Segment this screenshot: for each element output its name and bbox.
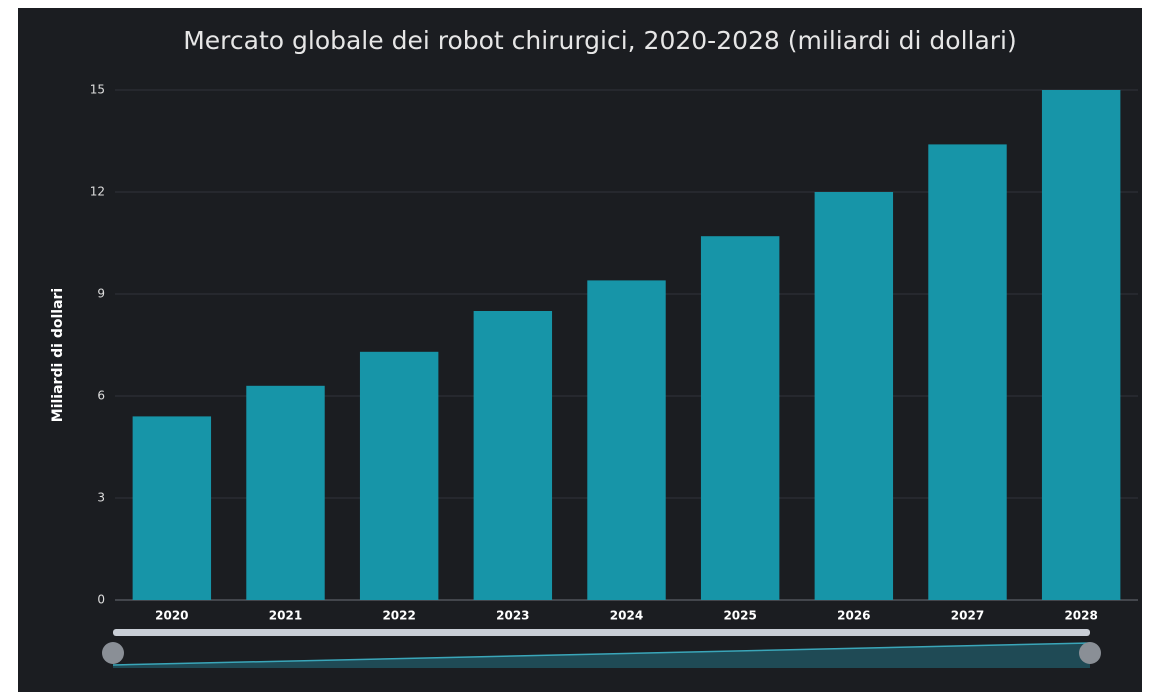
x-tick-label: 2026: [837, 609, 870, 623]
y-tick-label: 12: [90, 185, 105, 199]
x-tick-label: 2021: [269, 609, 302, 623]
data-zoom[interactable]: [102, 629, 1101, 668]
x-tick-label: 2022: [382, 609, 415, 623]
y-tick-label: 0: [97, 593, 105, 607]
bar: [700, 236, 780, 600]
bar: [587, 280, 666, 600]
y-tick-label: 15: [90, 83, 105, 97]
bar: [359, 351, 439, 600]
bar: [473, 311, 553, 600]
zoom-preview-line: [112, 642, 1091, 666]
bar: [246, 385, 325, 600]
x-tick-label: 2024: [610, 609, 643, 623]
bar: [1041, 90, 1121, 600]
zoom-handle-left[interactable]: [102, 642, 124, 664]
x-tick-label: 2025: [723, 609, 756, 623]
x-tick-label: 2027: [951, 609, 984, 623]
chart-title: Mercato globale dei robot chirurgici, 20…: [183, 26, 1017, 55]
zoom-bar[interactable]: [113, 629, 1090, 636]
x-tick-label: 2023: [496, 609, 529, 623]
zoom-handle-right[interactable]: [1079, 642, 1101, 664]
y-tick-label: 9: [97, 287, 105, 301]
y-axis-label: Miliardi di dollari: [50, 288, 66, 422]
x-tick-label: 2020: [155, 609, 188, 623]
x-tick-label: 2028: [1064, 609, 1097, 623]
bar: [814, 192, 894, 600]
bar: [132, 416, 212, 600]
y-tick-label: 3: [97, 491, 105, 505]
y-tick-label: 6: [97, 389, 105, 403]
bar: [928, 144, 1007, 600]
